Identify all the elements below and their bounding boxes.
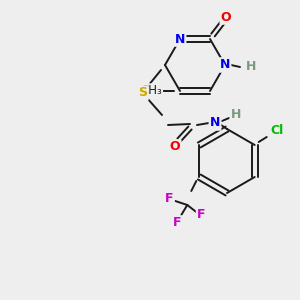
Text: CH₃: CH₃ bbox=[140, 85, 162, 98]
Text: F: F bbox=[165, 193, 173, 206]
Text: H: H bbox=[231, 109, 241, 122]
Text: N: N bbox=[175, 32, 185, 46]
Text: N: N bbox=[210, 116, 220, 130]
Text: O: O bbox=[221, 11, 231, 23]
Text: Cl: Cl bbox=[270, 124, 283, 136]
Text: H: H bbox=[246, 61, 256, 74]
Text: S: S bbox=[139, 86, 148, 100]
Text: F: F bbox=[197, 208, 206, 221]
Text: O: O bbox=[170, 140, 180, 154]
Text: F: F bbox=[173, 217, 182, 230]
Text: N: N bbox=[220, 58, 230, 71]
